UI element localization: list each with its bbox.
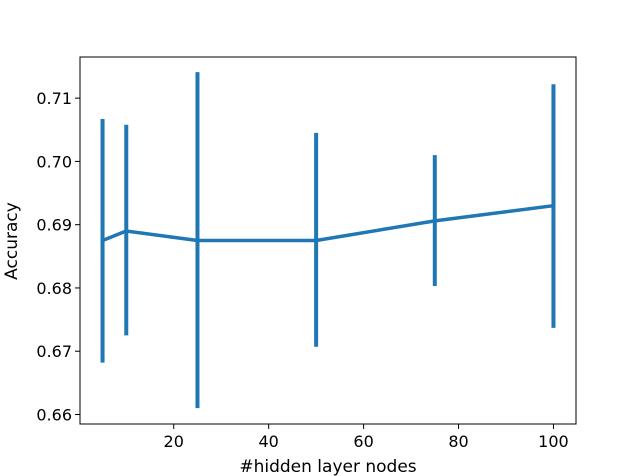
x-tick-label: 80: [448, 432, 468, 451]
plot-frame: [79, 56, 577, 425]
x-tick-label: 100: [538, 432, 569, 451]
data-point: [195, 238, 200, 243]
data-point: [551, 203, 556, 208]
x-tick-label: 60: [353, 432, 373, 451]
x-axis-ticks: 20 40 60 80 100: [164, 424, 569, 451]
y-tick-label: 0.69: [36, 216, 72, 235]
data-point: [314, 238, 319, 243]
y-tick-label: 0.67: [36, 342, 72, 361]
x-axis-label: #hidden layer nodes: [239, 457, 416, 476]
y-tick-label: 0.66: [36, 406, 72, 425]
y-axis-ticks: 0.66 0.67 0.68 0.69 0.70 0.71: [36, 89, 80, 425]
y-tick-label: 0.68: [36, 279, 72, 298]
data-point: [124, 229, 129, 234]
x-tick-label: 20: [164, 432, 184, 451]
data-point: [100, 238, 105, 243]
y-tick-label: 0.70: [36, 152, 72, 171]
y-tick-label: 0.71: [36, 89, 72, 108]
data-point: [432, 218, 437, 223]
plot-marks: [100, 72, 556, 409]
series-line: [101, 203, 554, 243]
y-axis-label: Accuracy: [2, 202, 22, 280]
x-tick-label: 40: [258, 432, 278, 451]
